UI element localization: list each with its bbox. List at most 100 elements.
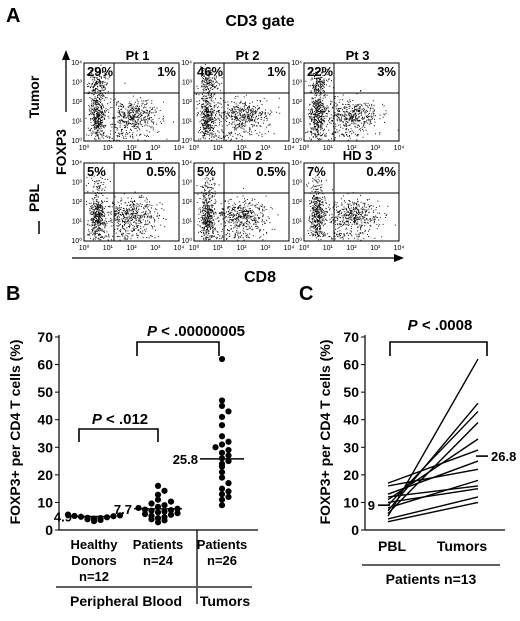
y-tick-label: 10¹ <box>72 219 83 226</box>
y-tick-label: 0 <box>351 522 359 538</box>
x-tick-label: 10¹ <box>103 245 114 252</box>
x-tick-label: 10² <box>346 245 357 252</box>
section-label-peripheral: Peripheral Blood <box>70 593 182 609</box>
x-tick-label: 10¹ <box>323 245 334 252</box>
y-tick-label: 60 <box>343 357 359 373</box>
y-tick-label: 70 <box>37 329 53 345</box>
data-point <box>218 397 226 404</box>
x-tick-label: 10⁰ <box>189 144 200 152</box>
y-tick-label: 10⁴ <box>181 60 192 67</box>
group-label: Patients <box>197 537 248 552</box>
data-point <box>148 500 155 507</box>
data-point <box>154 482 162 489</box>
y-tick-label: 10¹ <box>292 119 303 126</box>
plot-label: Pt 2 <box>236 48 260 63</box>
y-tick-label: 10¹ <box>182 119 193 126</box>
upper-right-percent: 1% <box>157 64 176 79</box>
x-tick-label: 10⁴ <box>394 145 405 152</box>
comparison-p-value: P < .00000005 <box>147 323 245 340</box>
data-point <box>225 452 232 459</box>
data-point <box>154 491 162 498</box>
data-point <box>218 496 226 503</box>
x-tick-label: 10⁰ <box>79 244 90 252</box>
panel-c-y-axis-label: FOXP3+ per CD4 T cells (%) <box>317 340 333 525</box>
x-axis-label-cd8: CD8 <box>244 269 276 286</box>
patient-line <box>387 402 479 512</box>
y-tick-label: 10⁴ <box>71 60 82 67</box>
data-point <box>225 446 232 454</box>
y-tick-label: 60 <box>37 357 53 373</box>
data-point <box>218 422 226 429</box>
group-label: Healthy <box>71 537 119 552</box>
x-tick-label: 10² <box>126 145 137 152</box>
x-tick-label: 10² <box>346 145 357 152</box>
comparison-bracket <box>78 428 159 442</box>
y-tick-label: 10¹ <box>72 119 83 126</box>
patient-line <box>387 468 479 487</box>
upper-left-percent: 7% <box>307 164 326 179</box>
y-tick-label: 10² <box>292 99 303 106</box>
data-point <box>218 449 226 456</box>
data-point <box>225 408 232 415</box>
data-point <box>218 441 226 448</box>
upper-left-percent: 5% <box>197 164 216 179</box>
p-symbol: P <box>408 317 419 334</box>
p-rest: < .012 <box>102 411 148 428</box>
x-tick-label: 10¹ <box>103 145 114 152</box>
data-point <box>141 510 149 518</box>
data-point <box>161 508 168 515</box>
median-label: 4.9 <box>54 509 72 524</box>
y-tick-label: 50 <box>37 384 53 400</box>
x-tick-label: 10⁴ <box>174 245 185 252</box>
row-label-tumor: Tumor <box>26 75 42 118</box>
data-point <box>218 413 226 421</box>
panel-letter-b: B <box>6 283 20 305</box>
x-tick-label: 10⁴ <box>174 145 185 152</box>
group-label: Patients n=13 <box>386 571 477 587</box>
median-label: 26.8 <box>491 449 516 464</box>
upper-left-percent: 22% <box>307 64 333 79</box>
upper-left-percent: 46% <box>197 64 223 79</box>
y-tick-label: 30 <box>37 439 53 455</box>
x-tick-label: 10¹ <box>323 145 334 152</box>
x-tick-label: 10³ <box>370 245 381 252</box>
y-tick-label: 10⁰ <box>181 237 192 245</box>
data-point <box>212 444 219 451</box>
data-point <box>84 514 91 521</box>
y-tick-label: 10⁰ <box>71 137 82 145</box>
y-tick-label: 10⁴ <box>291 160 302 167</box>
x-tick-label: 10⁰ <box>299 144 310 152</box>
data-point <box>218 433 226 440</box>
data-point <box>103 514 111 521</box>
data-point <box>218 355 226 363</box>
y-tick-label: 30 <box>343 439 359 455</box>
x-tick-label: 10³ <box>150 245 161 252</box>
x-tick-label: 10¹ <box>213 145 224 152</box>
x-tick-label: 10² <box>126 245 137 252</box>
p-rest: < .0008 <box>418 317 473 334</box>
data-point <box>218 502 226 509</box>
y-tick-label: 10⁰ <box>291 137 302 145</box>
patient-line <box>387 501 479 523</box>
x-tick-label: 10⁰ <box>299 244 310 252</box>
x-tick-label: 10³ <box>370 145 381 152</box>
panel-a: A CD3 gate Tumor PBL FOXP3 CD8 Pt 1 29% 1%… <box>6 5 404 286</box>
p-symbol: P <box>92 411 103 428</box>
panel-c: C FOXP3+ per CD4 T cells (%) 0 10 20 30 40 50… <box>299 283 516 587</box>
upper-left-percent: 5% <box>87 164 106 179</box>
data-point <box>161 513 168 521</box>
event-dots <box>85 169 167 241</box>
y-tick-label: 10⁴ <box>181 160 192 167</box>
row-label-pbl: PBL <box>26 184 42 212</box>
y-tick-label: 40 <box>343 412 359 428</box>
comparison-bracket <box>389 341 488 356</box>
panel-b-y-axis-label: FOXP3+ per CD4 T cells (%) <box>7 340 23 525</box>
x-tick-label: 10⁰ <box>79 144 90 152</box>
x-tick-label: 10⁰ <box>189 244 200 252</box>
data-point <box>218 460 226 467</box>
